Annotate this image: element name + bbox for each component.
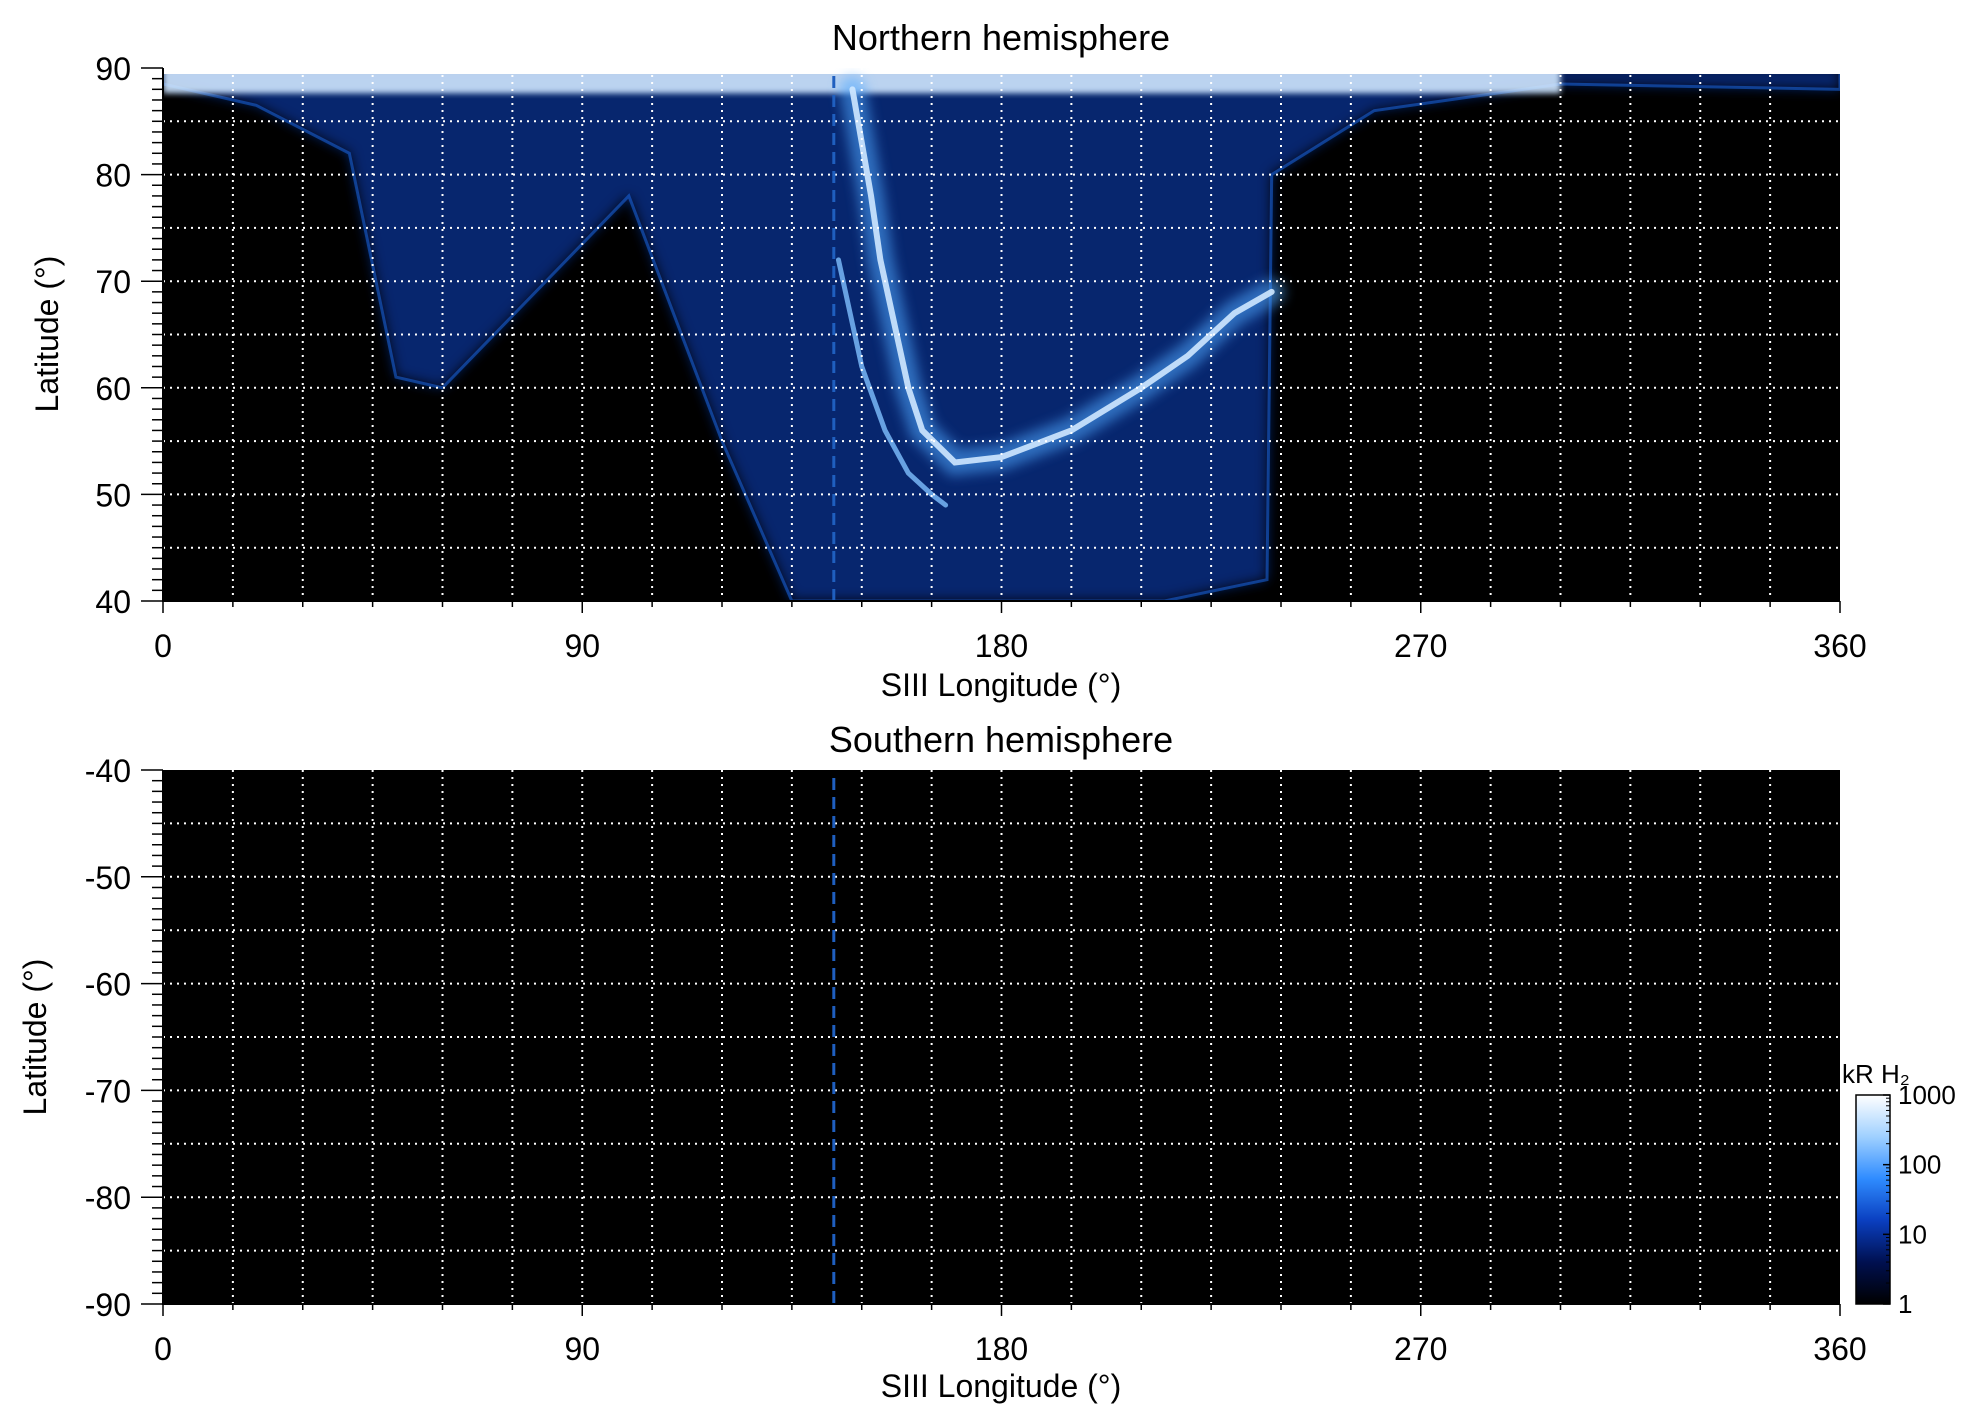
south-axis-ticks xyxy=(141,769,1841,1316)
y-tick-label: -90 xyxy=(85,1287,131,1323)
y-tick-label: 50 xyxy=(95,477,131,513)
colorbar-tick-label: 100 xyxy=(1898,1150,1941,1180)
y-tick-label: -70 xyxy=(85,1073,131,1109)
y-tick-label: -80 xyxy=(85,1180,131,1216)
x-tick-label: 180 xyxy=(975,628,1028,664)
x-tick-label: 90 xyxy=(564,628,600,664)
y-tick-label: 90 xyxy=(95,51,131,87)
x-tick-label: 0 xyxy=(154,1331,172,1367)
colorbar-tick-label: 1000 xyxy=(1898,1080,1956,1110)
y-tick-label: -40 xyxy=(85,753,131,789)
main-oval xyxy=(849,86,1275,466)
south-title: Southern hemisphere xyxy=(829,719,1173,760)
x-tick-label: 180 xyxy=(975,1331,1028,1367)
x-tick-label: 360 xyxy=(1813,628,1866,664)
colorbar-tick-label: 10 xyxy=(1898,1219,1927,1249)
x-tick-label: 270 xyxy=(1394,1331,1447,1367)
north-x-tick-labels: 0 90 180 270 360 xyxy=(154,628,1867,664)
y-tick-label: 80 xyxy=(95,158,131,194)
y-tick-label: 40 xyxy=(95,584,131,620)
south-y-axis-label: Latitude (°) xyxy=(17,959,53,1116)
colorbar: kR H₂ 1 10 100 1000 xyxy=(1842,1059,1956,1319)
south-x-axis-label: SIII Longitude (°) xyxy=(881,1368,1121,1404)
south-y-tick-labels: -40 -50 -60 -70 -80 -90 xyxy=(85,753,131,1323)
north-y-axis-label: Latitude (°) xyxy=(29,256,65,413)
y-tick-label: 70 xyxy=(95,264,131,300)
south-x-tick-labels: 0 90 180 270 360 xyxy=(154,1331,1867,1367)
north-grid xyxy=(163,68,1840,601)
south-panel: Southern hemisphere -40 -50 -60 -70 -80 -90 0… xyxy=(17,719,1867,1404)
colorbar-gradient xyxy=(1855,1094,1891,1305)
x-tick-label: 0 xyxy=(154,628,172,664)
colorbar-tick-label: 1 xyxy=(1898,1289,1912,1319)
north-title: Northern hemisphere xyxy=(832,17,1170,58)
colorbar-tick-labels: 1 10 100 1000 xyxy=(1898,1080,1956,1319)
secondary-arc xyxy=(835,257,949,508)
polar-cap-edge xyxy=(163,68,1840,74)
y-tick-label: -50 xyxy=(85,860,131,896)
y-tick-label: 60 xyxy=(95,371,131,407)
x-tick-label: 360 xyxy=(1813,1331,1866,1367)
south-grid xyxy=(163,770,1840,1304)
north-axis-ticks xyxy=(141,67,1841,613)
emission-region-edge xyxy=(163,68,1840,601)
north-panel: Northern hemisphere 40 50 60 70 80 90 0 90 180 2… xyxy=(29,17,1867,703)
y-tick-label: -60 xyxy=(85,967,131,1003)
colorbar-ticks xyxy=(1883,1094,1890,1305)
colorbar-label: kR H₂ xyxy=(1842,1059,1910,1089)
x-tick-label: 270 xyxy=(1394,628,1447,664)
north-x-axis-label: SIII Longitude (°) xyxy=(881,667,1121,703)
x-tick-label: 90 xyxy=(564,1331,600,1367)
north-y-tick-labels: 40 50 60 70 80 90 xyxy=(95,51,131,620)
